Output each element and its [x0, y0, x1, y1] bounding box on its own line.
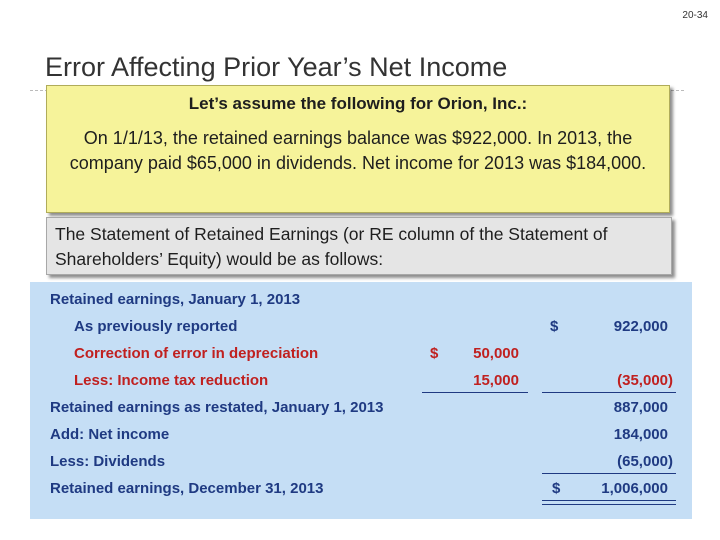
amount-col2: (35,000)	[617, 372, 673, 389]
row-label-re-jan1: Retained earnings, January 1, 2013	[50, 291, 301, 308]
assumption-callout: Let’s assume the following for Orion, In…	[46, 85, 670, 213]
subtotal-underline	[542, 392, 676, 393]
dollar-sign: $	[550, 318, 559, 335]
retained-earnings-statement: Retained earnings, January 1, 2013 As pr…	[30, 282, 692, 519]
assumption-heading: Let’s assume the following for Orion, In…	[188, 94, 528, 113]
amount-col1: 50,000	[473, 345, 519, 362]
row-label-dividends: Less: Dividends	[50, 453, 166, 470]
total-double-underline	[542, 504, 676, 505]
row-label-net-income: Add: Net income	[50, 426, 170, 443]
row-label-correction-of-error: Correction of error in depreciation	[74, 345, 319, 362]
amount-col2: 922,000	[613, 318, 668, 335]
row-label-income-tax-reduction: Less: Income tax reduction	[74, 372, 269, 389]
assumption-body: On 1/1/13, the retained earnings balance…	[69, 128, 647, 173]
amount-col2: 1,006,000	[601, 480, 668, 497]
amount-col1: 15,000	[473, 372, 519, 389]
row-label-re-as-restated: Retained earnings as restated, January 1…	[50, 399, 384, 416]
subtotal-underline	[542, 473, 676, 474]
row-label-re-dec31: Retained earnings, December 31, 2013	[50, 480, 324, 497]
page-number: 20-34	[682, 10, 708, 21]
dollar-sign: $	[430, 345, 439, 362]
amount-col2: 887,000	[613, 399, 668, 416]
amount-col2: 184,000	[613, 426, 668, 443]
total-double-underline	[542, 500, 676, 501]
amount-col2: (65,000)	[617, 453, 673, 470]
dollar-sign: $	[552, 480, 561, 497]
row-label-as-previously-reported: As previously reported	[74, 318, 238, 335]
statement-intro-callout: The Statement of Retained Earnings (or R…	[46, 217, 672, 275]
slide-title: Error Affecting Prior Year’s Net Income	[45, 52, 508, 82]
statement-intro-text: The Statement of Retained Earnings (or R…	[55, 224, 608, 269]
subtotal-underline	[422, 392, 528, 393]
